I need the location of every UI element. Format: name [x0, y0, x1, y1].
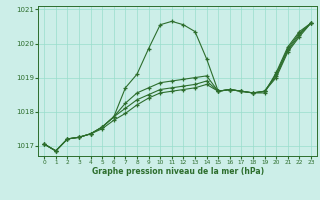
- X-axis label: Graphe pression niveau de la mer (hPa): Graphe pression niveau de la mer (hPa): [92, 167, 264, 176]
